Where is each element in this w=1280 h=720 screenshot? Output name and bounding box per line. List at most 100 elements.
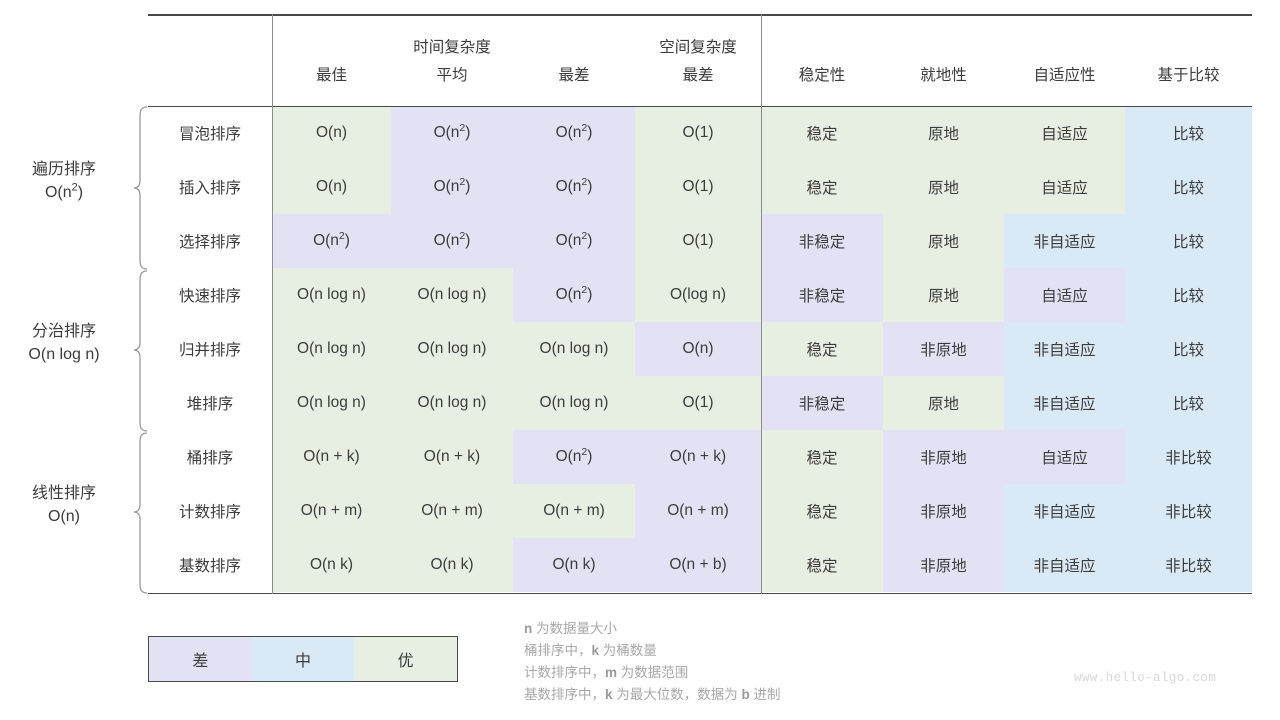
table-cell: O(n + m) <box>391 484 513 538</box>
table-cell: 稳定 <box>761 484 883 538</box>
table-cell: O(1) <box>635 106 761 160</box>
algorithm-name-cell: 冒泡排序 <box>148 106 272 160</box>
footnote-line: 计数排序中，m 为数据范围 <box>524 665 689 680</box>
footnote-line: 基数排序中，k 为最大位数，数据为 b 进制 <box>524 687 781 702</box>
footnotes: n 为数据量大小 桶排序中，k 为桶数量 计数排序中，m 为数据范围 基数排序中，k … <box>524 618 781 706</box>
algorithm-name-cell: 选择排序 <box>148 214 272 268</box>
table-cell: O(n + m) <box>513 484 635 538</box>
table-cell: O(1) <box>635 214 761 268</box>
group-label-line2: O(n) <box>48 508 80 526</box>
table-cell: 原地 <box>883 106 1004 160</box>
header-spacer-adaptive <box>1004 14 1125 60</box>
header-spacer-stable <box>761 14 883 60</box>
algorithm-name-cell: 堆排序 <box>148 376 272 430</box>
table-body: 冒泡排序 O(n) O(n2) O(n2) O(1) 稳定 原地 自适应 比较 插入排序 O(n) O… <box>148 106 1252 592</box>
table-cell: 非自适应 <box>1004 538 1125 592</box>
table-cell: 自适应 <box>1004 160 1125 214</box>
table-cell: 非比较 <box>1125 484 1252 538</box>
table-cell: 稳定 <box>761 160 883 214</box>
table-row: 桶排序 O(n + k) O(n + k) O(n2) O(n + k) 稳定 非原地 自适应… <box>148 430 1252 484</box>
table-cell: O(n) <box>635 322 761 376</box>
table-row: 堆排序 O(n log n) O(n log n) O(n log n) O(1) 非稳定… <box>148 376 1252 430</box>
table-cell: O(n log n) <box>272 322 391 376</box>
table-header-rule <box>148 106 1252 107</box>
table-cell: 非比较 <box>1125 430 1252 484</box>
legend-good: 优 <box>354 637 458 681</box>
header-comparison-based: 基于比较 <box>1125 60 1252 106</box>
table-cell: 自适应 <box>1004 106 1125 160</box>
table-cell: 非自适应 <box>1004 376 1125 430</box>
table-cell: 比较 <box>1125 322 1252 376</box>
table-cell: 稳定 <box>761 538 883 592</box>
table-cell: 非原地 <box>883 430 1004 484</box>
header-average: 平均 <box>391 60 513 106</box>
table-cell: 非自适应 <box>1004 484 1125 538</box>
sorting-algorithm-comparison-table: 时间复杂度 空间复杂度 最佳 平均 最差 最差 稳定性 就地性 自适应性 基于比… <box>148 14 1252 594</box>
table-cell: 稳定 <box>761 322 883 376</box>
header-blank-corner-2 <box>148 60 272 106</box>
table-cell: 原地 <box>883 376 1004 430</box>
table-cell: O(n log n) <box>391 322 513 376</box>
table-cell: 原地 <box>883 160 1004 214</box>
table-cell: O(n2) <box>272 214 391 268</box>
table-cell: 非稳定 <box>761 376 883 430</box>
header-spacer-inplace <box>883 14 1004 60</box>
header-space-complexity: 空间复杂度 <box>635 14 761 60</box>
table-top-rule <box>148 14 1252 16</box>
table-cell: 比较 <box>1125 160 1252 214</box>
table-cell: O(n log n) <box>513 376 635 430</box>
footnote-line: n 为数据量大小 <box>524 621 618 636</box>
header-spacer-worst <box>513 14 635 60</box>
table-bottom-rule <box>148 593 1252 594</box>
table-cell: 比较 <box>1125 268 1252 322</box>
table-row: 插入排序 O(n) O(n2) O(n2) O(1) 稳定 原地 自适应 比较 <box>148 160 1252 214</box>
table-cell: 原地 <box>883 214 1004 268</box>
table-cell: O(n) <box>272 160 391 214</box>
footnote-variable: m <box>605 665 618 680</box>
table-row: 基数排序 O(n k) O(n k) O(n k) O(n + b) 稳定 非原地 非自适应非… <box>148 538 1252 592</box>
header-space-worst: 最差 <box>635 60 761 106</box>
table-cell: O(n log n) <box>391 376 513 430</box>
algorithm-name-cell: 计数排序 <box>148 484 272 538</box>
table-cell: O(n log n) <box>391 268 513 322</box>
table-row: 冒泡排序 O(n) O(n2) O(n2) O(1) 稳定 原地 自适应 比较 <box>148 106 1252 160</box>
group-label-line1: 分治排序 <box>31 323 96 340</box>
footnote-variable: n <box>524 621 533 636</box>
table-cell: O(n2) <box>513 268 635 322</box>
table-cell: 非原地 <box>883 322 1004 376</box>
table-cell: O(n + m) <box>272 484 391 538</box>
table-cell: O(n + k) <box>635 430 761 484</box>
table-cell: 自适应 <box>1004 268 1125 322</box>
algorithm-name-cell: 快速排序 <box>148 268 272 322</box>
table-cell: O(n2) <box>513 214 635 268</box>
header-blank-corner <box>148 14 272 60</box>
table-cell: O(n2) <box>513 160 635 214</box>
header-spacer-compare <box>1125 14 1252 60</box>
table-row: 计数排序 O(n + m) O(n + m) O(n + m) O(n + m) 稳定 非原… <box>148 484 1252 538</box>
rating-legend: 差 中 优 <box>148 636 458 682</box>
table-cell: O(log n) <box>635 268 761 322</box>
group-label-line1: 线性排序 <box>31 485 96 502</box>
table-row: 快速排序 O(n log n) O(n log n) O(n2) O(log n) 非稳定… <box>148 268 1252 322</box>
table-cell: 比较 <box>1125 376 1252 430</box>
header-in-place: 就地性 <box>883 60 1004 106</box>
table-cell: O(n log n) <box>272 376 391 430</box>
table-cell: 稳定 <box>761 430 883 484</box>
algorithm-name-cell: 插入排序 <box>148 160 272 214</box>
table-cell: O(n + m) <box>635 484 761 538</box>
table-cell: O(n2) <box>391 106 513 160</box>
table-vertical-rule-after-space <box>761 14 762 594</box>
table-row: 归并排序 O(n log n) O(n log n) O(n log n) O(n) 稳定… <box>148 322 1252 376</box>
header-best: 最佳 <box>272 60 391 106</box>
table-cell: O(n k) <box>513 538 635 592</box>
algorithm-name-cell: 归并排序 <box>148 322 272 376</box>
footnote-variable: k <box>591 643 600 658</box>
legend-poor: 差 <box>149 637 252 681</box>
group-label-divide-conquer-sort: 分治排序 O(n log n) <box>4 320 124 366</box>
table-cell: 非稳定 <box>761 268 883 322</box>
table-cell: 非原地 <box>883 484 1004 538</box>
table-cell: O(n k) <box>272 538 391 592</box>
table-header-sub-row: 最佳 平均 最差 最差 稳定性 就地性 自适应性 基于比较 <box>148 60 1252 106</box>
group-label-line2: O(n2) <box>44 181 84 202</box>
table-cell: 非原地 <box>883 538 1004 592</box>
